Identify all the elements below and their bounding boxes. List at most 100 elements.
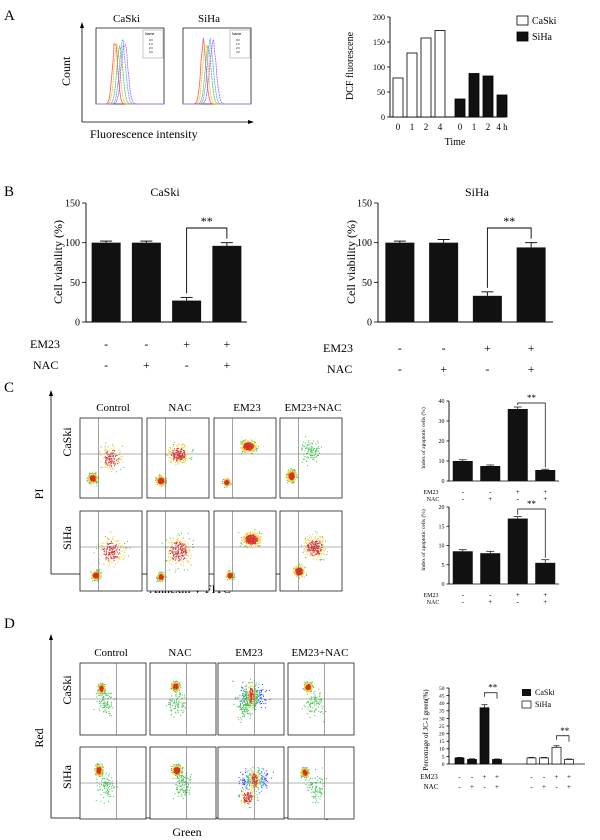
density-dot bbox=[114, 698, 116, 700]
density-dot bbox=[175, 682, 177, 684]
y-tick-label: 20 bbox=[439, 505, 445, 511]
density-dot bbox=[110, 542, 112, 544]
density-dot bbox=[251, 447, 253, 449]
density-dot bbox=[306, 548, 308, 550]
density-dot bbox=[112, 449, 114, 451]
density-dot bbox=[243, 445, 245, 447]
density-dot bbox=[158, 580, 160, 581]
density-dot bbox=[253, 440, 255, 442]
density-dot bbox=[309, 547, 311, 549]
em23-sign: + bbox=[183, 337, 190, 351]
density-dot bbox=[174, 548, 176, 550]
density-dot bbox=[247, 448, 249, 450]
density-dot bbox=[104, 457, 106, 459]
density-dot bbox=[122, 558, 124, 560]
density-dot bbox=[105, 710, 107, 712]
density-dot bbox=[112, 536, 114, 538]
density-dot bbox=[179, 543, 181, 545]
density-dot bbox=[257, 542, 259, 544]
density-dot bbox=[98, 684, 99, 686]
density-dot bbox=[183, 545, 184, 546]
bar bbox=[406, 52, 418, 118]
density-dot bbox=[162, 577, 164, 579]
density-dot bbox=[315, 456, 317, 458]
density-dot bbox=[90, 480, 92, 482]
density-dot bbox=[184, 548, 186, 550]
density-dot bbox=[296, 573, 298, 575]
density-dot bbox=[312, 540, 314, 542]
density-dot bbox=[229, 479, 230, 481]
density-dot bbox=[168, 569, 170, 571]
density-dot bbox=[187, 554, 189, 556]
density-dot bbox=[156, 483, 158, 485]
density-dot bbox=[248, 539, 250, 541]
density-dot bbox=[292, 474, 294, 476]
density-dot bbox=[184, 457, 186, 459]
density-dot bbox=[113, 446, 115, 447]
density-dot bbox=[161, 477, 163, 479]
density-dot bbox=[102, 684, 104, 686]
density-dot bbox=[162, 579, 164, 581]
density-dot bbox=[103, 553, 105, 555]
density-dot bbox=[174, 461, 176, 463]
density-dot bbox=[180, 458, 182, 460]
density-dot bbox=[95, 480, 97, 482]
density-dot bbox=[103, 702, 105, 704]
density-dot bbox=[100, 577, 102, 579]
density-dot bbox=[293, 471, 295, 473]
density-dot bbox=[307, 538, 309, 540]
density-dot bbox=[294, 478, 295, 480]
density-dot bbox=[242, 442, 244, 444]
density-dot bbox=[177, 538, 178, 540]
panel-a-histograms: Count Fluorescence intensity CaSki SiHa … bbox=[59, 13, 254, 141]
density-dot bbox=[170, 451, 172, 452]
nac-sign: + bbox=[543, 495, 547, 503]
col-label-nac: NAC bbox=[168, 647, 191, 659]
density-dot bbox=[101, 686, 103, 688]
density-dot bbox=[306, 447, 308, 448]
density-dot bbox=[102, 692, 104, 694]
density-dot bbox=[102, 688, 104, 690]
density-dot bbox=[101, 545, 103, 547]
density-dot bbox=[117, 548, 119, 550]
density-dot bbox=[252, 443, 254, 444]
density-dot bbox=[97, 578, 99, 580]
x-tick-label: 2 bbox=[486, 122, 491, 132]
density-dot bbox=[160, 574, 162, 576]
density-dot bbox=[172, 549, 174, 551]
density-dot bbox=[97, 477, 99, 479]
density-dot bbox=[248, 444, 250, 446]
density-dot bbox=[320, 547, 322, 549]
density-dot bbox=[231, 575, 233, 577]
density-dot bbox=[108, 456, 110, 458]
nac-sign: - bbox=[398, 362, 402, 376]
density-dot bbox=[111, 461, 113, 463]
density-dot bbox=[118, 543, 120, 545]
density-dot bbox=[89, 473, 90, 475]
density-dot bbox=[312, 449, 314, 451]
density-dot bbox=[158, 481, 160, 483]
density-dot bbox=[311, 547, 313, 549]
density-dot bbox=[296, 567, 298, 569]
density-dot bbox=[173, 458, 175, 460]
density-dot bbox=[301, 575, 303, 577]
density-dot bbox=[111, 549, 113, 551]
density-dot bbox=[315, 448, 317, 450]
density-dot bbox=[293, 567, 294, 569]
density-dot bbox=[252, 536, 254, 538]
density-dot bbox=[318, 448, 320, 450]
density-dot bbox=[252, 447, 254, 449]
density-dot bbox=[253, 445, 255, 447]
density-dot bbox=[244, 452, 246, 453]
density-dot bbox=[255, 535, 257, 537]
density-dot bbox=[234, 577, 236, 578]
density-dot bbox=[170, 460, 172, 462]
density-dot bbox=[181, 447, 183, 449]
density-dot bbox=[112, 547, 114, 549]
density-dot bbox=[183, 446, 185, 448]
density-dot bbox=[224, 485, 226, 486]
density-dot bbox=[113, 468, 115, 470]
density-dot bbox=[188, 538, 190, 540]
density-dot bbox=[298, 566, 300, 568]
density-dot bbox=[299, 574, 301, 575]
